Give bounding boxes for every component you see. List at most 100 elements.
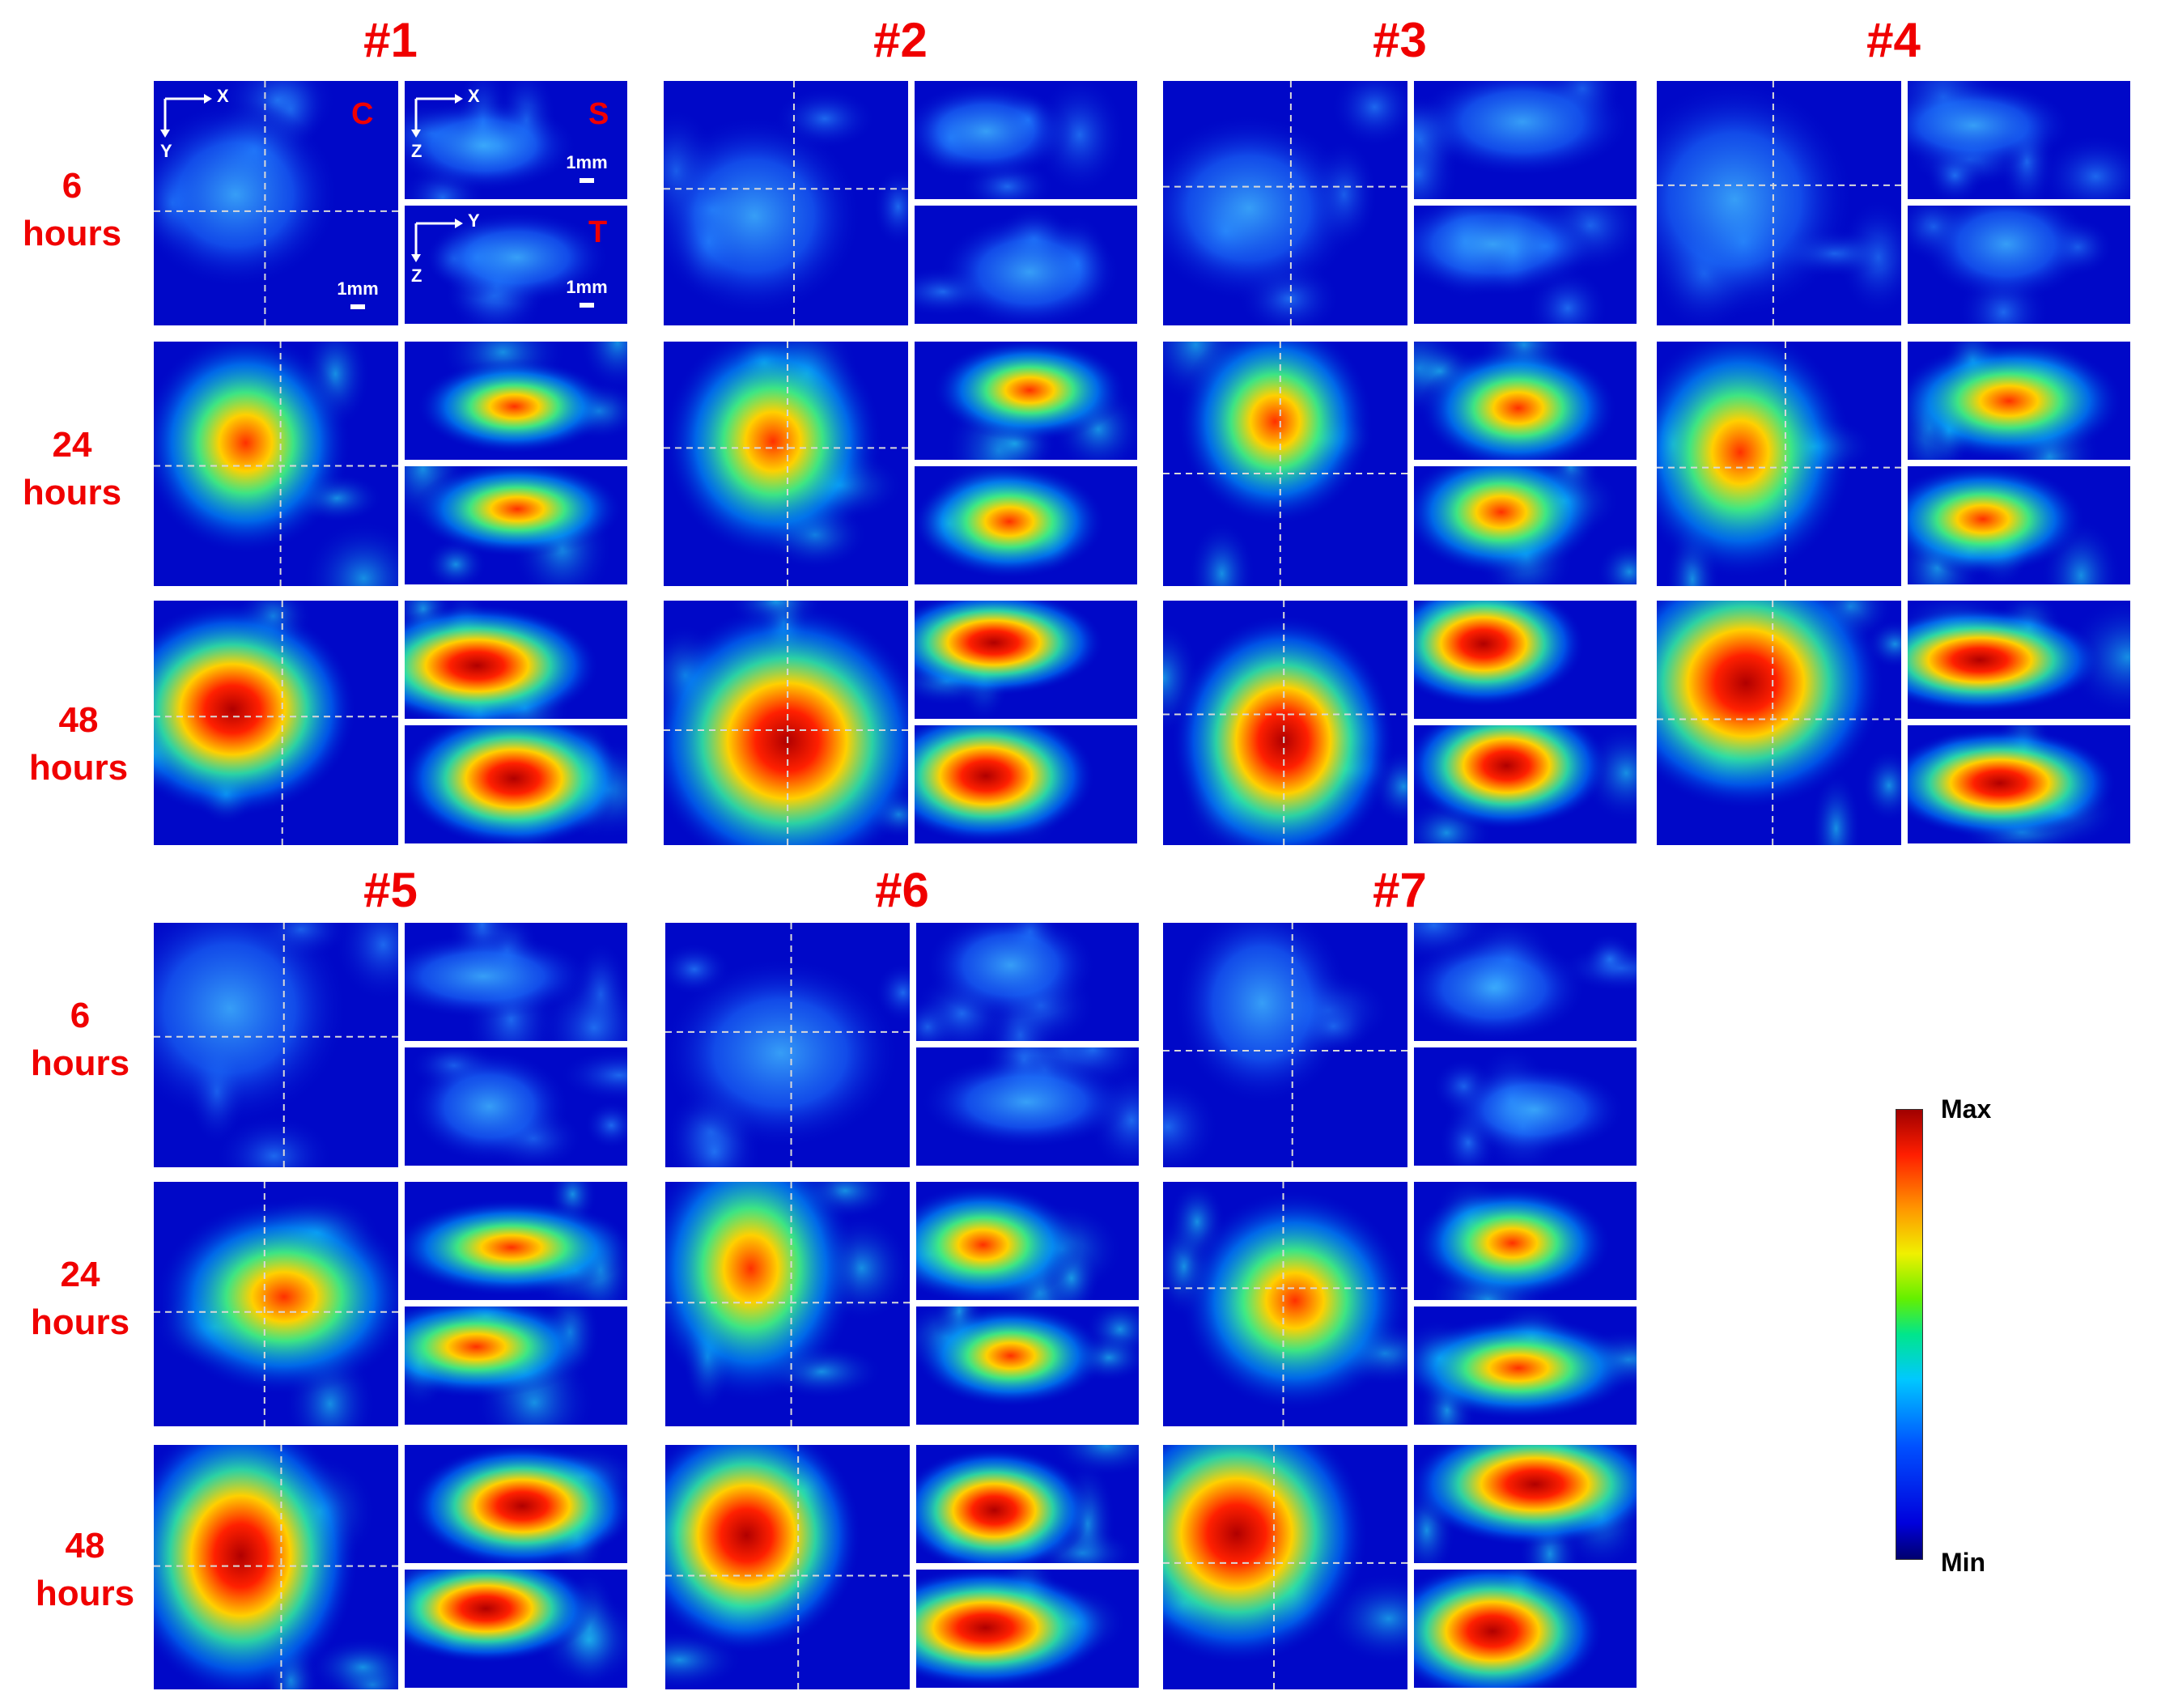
- heatmap-secondary-blob: [1810, 770, 1862, 845]
- heatmap-main-blob: [919, 1055, 1134, 1149]
- sagittal-view: X Z S 1mm: [405, 81, 627, 199]
- scale-bar-line: [580, 303, 594, 308]
- time-value: 6: [62, 166, 83, 206]
- heatmap-main-blob: [155, 1197, 398, 1396]
- time-unit: hours: [22, 473, 122, 513]
- coronal-view: [1163, 342, 1407, 586]
- sagittal-view: [1414, 1182, 1637, 1300]
- heatmap-main-blob: [1163, 113, 1361, 303]
- scale-bar-line: [580, 178, 594, 183]
- transverse-view: [405, 1047, 627, 1166]
- heatmap-main-blob: [1919, 206, 2094, 302]
- heatmap-main-blob: [405, 1198, 627, 1297]
- heatmap-main-blob: [416, 359, 613, 455]
- heatmap-secondary-blob: [1595, 540, 1637, 584]
- coronal-view: [1163, 81, 1407, 325]
- heatmap-secondary-blob: [579, 342, 627, 391]
- heatmap-main-blob: [1414, 81, 1632, 177]
- sagittal-view: [1908, 601, 2130, 719]
- transverse-view: [916, 1047, 1139, 1166]
- heatmap-main-blob: [915, 466, 1106, 580]
- heatmap-main-blob: [664, 342, 884, 560]
- scale-bar-line: [350, 304, 365, 309]
- time-row-label: 24 hours: [19, 1251, 141, 1347]
- sagittal-view: [915, 81, 1137, 199]
- heatmap-main-blob: [1173, 923, 1352, 1106]
- sagittal-view: [405, 923, 627, 1041]
- transverse-view: [1414, 1306, 1637, 1425]
- sagittal-view: [1414, 81, 1637, 199]
- heatmap-main-blob: [1657, 81, 1855, 321]
- time-unit: hours: [35, 1574, 135, 1614]
- coronal-view: [664, 81, 908, 325]
- heatmap-main-blob: [405, 725, 627, 843]
- heatmap-main-blob: [1908, 466, 2086, 575]
- heatmap-main-blob: [924, 923, 1097, 1021]
- heatmap-main-blob: [154, 100, 340, 289]
- heatmap-main-blob: [664, 603, 908, 845]
- heatmap-main-blob: [1414, 933, 1587, 1041]
- transverse-view: [915, 206, 1137, 324]
- axis-label-vertical: Z: [411, 141, 422, 161]
- coronal-view: [1163, 923, 1407, 1167]
- heatmap-main-blob: [1176, 342, 1374, 526]
- heatmap-main-blob: [915, 82, 1073, 181]
- transverse-view: Y Z T 1mm: [405, 206, 627, 324]
- transverse-view: [1908, 466, 2130, 584]
- heatmap-secondary-blob: [214, 1114, 334, 1167]
- heatmap-main-blob: [1908, 727, 2117, 839]
- heatmap-main-blob: [1163, 1445, 1369, 1665]
- heatmap-main-blob: [1414, 1185, 1611, 1300]
- heatmap-secondary-blob: [301, 519, 398, 586]
- transverse-view: [1414, 1047, 1637, 1166]
- transverse-view: [916, 1306, 1139, 1425]
- heatmap-secondary-blob: [872, 166, 908, 247]
- time-value: 48: [65, 1526, 105, 1566]
- coronal-view: [1163, 601, 1407, 845]
- heatmap-main-blob: [405, 604, 600, 719]
- sagittal-view: [1414, 601, 1637, 719]
- heatmap-main-blob: [1414, 206, 1603, 297]
- heatmap-main-blob: [154, 342, 352, 555]
- sagittal-view: [915, 601, 1137, 719]
- heatmap-secondary-blob: [333, 923, 398, 1003]
- time-unit: hours: [30, 1043, 130, 1084]
- heatmap-main-blob: [154, 1445, 359, 1689]
- coronal-view: [664, 601, 908, 845]
- panel-title: #4: [1866, 13, 1921, 67]
- axis-label-horizontal: Y: [468, 210, 480, 231]
- heatmap-secondary-blob: [1048, 1445, 1139, 1477]
- heatmap-main-blob: [405, 99, 578, 192]
- heatmap-main-blob: [1908, 606, 2103, 714]
- heatmap-main-blob: [915, 725, 1096, 843]
- panel-title: #1: [363, 13, 418, 67]
- panel-title: #3: [1373, 13, 1427, 67]
- panel-title: #2: [873, 13, 928, 67]
- time-unit: hours: [22, 214, 122, 254]
- heatmap-main-blob: [916, 1570, 1110, 1688]
- sagittal-view: [405, 1182, 627, 1300]
- time-value: 6: [70, 996, 91, 1035]
- sagittal-view: [1414, 1445, 1637, 1563]
- heatmap-main-blob: [1414, 1315, 1637, 1421]
- heatmap-secondary-blob: [1187, 520, 1256, 586]
- view-label-sagittal: S: [588, 97, 609, 131]
- transverse-view: [915, 466, 1137, 584]
- heatmap-main-blob: [932, 342, 1127, 442]
- axis-indicator: [411, 219, 463, 262]
- view-label-coronal: C: [351, 97, 374, 131]
- sagittal-view: [915, 342, 1137, 460]
- panel-title: #5: [363, 863, 418, 917]
- axis-indicator: [160, 94, 212, 138]
- heatmap-main-blob: [915, 601, 1104, 696]
- heatmap-main-blob: [423, 210, 611, 304]
- transverse-view: [1414, 466, 1637, 584]
- heatmap-main-blob: [154, 923, 349, 1126]
- axis-label-vertical: Y: [160, 141, 172, 161]
- heatmap-main-blob: [665, 956, 901, 1149]
- heatmap-main-blob: [1657, 601, 1885, 811]
- heatmap-main-blob: [1443, 1064, 1626, 1155]
- transverse-view: [1908, 206, 2130, 324]
- coronal-view: [154, 342, 398, 586]
- colorbar: [1896, 1109, 1923, 1560]
